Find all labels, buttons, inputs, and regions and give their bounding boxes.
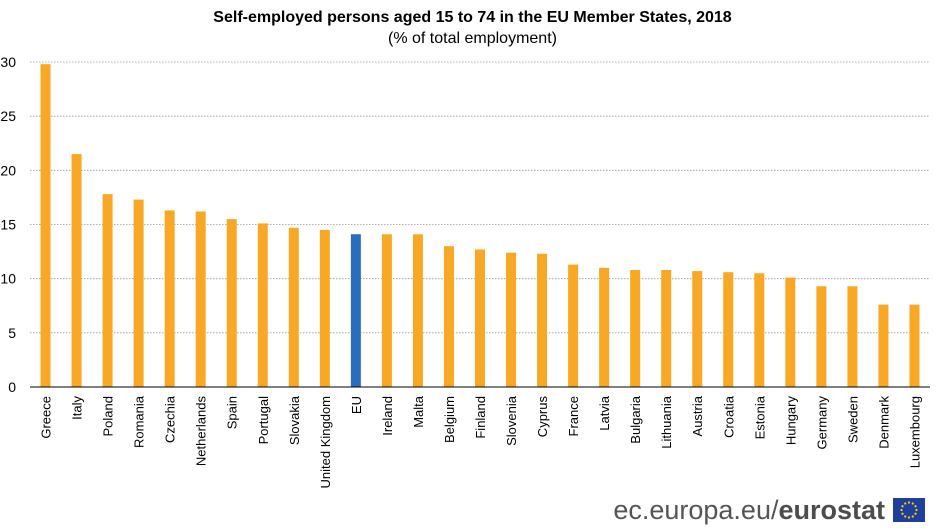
x-category-label: Finland <box>473 396 488 439</box>
y-tick-label: 15 <box>0 217 16 233</box>
bar-malta <box>412 234 423 387</box>
x-category-label: Greece <box>39 396 54 439</box>
flag-star <box>914 512 917 515</box>
flag-star <box>901 512 904 515</box>
flag-star <box>911 502 914 505</box>
flag-star <box>907 501 911 504</box>
bar-czechia <box>164 210 175 387</box>
x-category-label: France <box>566 396 581 436</box>
y-tick-label: 30 <box>0 54 16 70</box>
y-tick-label: 0 <box>8 379 16 395</box>
x-category-label: Luxembourg <box>907 396 922 468</box>
eurostat-footer: ec.europa.eu/eurostat <box>613 494 885 526</box>
x-category-label: Slovenia <box>504 395 519 446</box>
y-tick-label: 25 <box>0 108 16 124</box>
y-tick-label: 10 <box>0 271 16 287</box>
x-category-label: Hungary <box>783 396 798 446</box>
chart-title: Self-employed persons aged 15 to 74 in t… <box>213 9 732 26</box>
footer-brand: eurostat <box>778 495 885 525</box>
x-category-label: Portugal <box>256 396 271 445</box>
bar-slovenia <box>506 252 517 387</box>
flag-star <box>911 515 914 518</box>
bar-bulgaria <box>630 270 641 387</box>
flag-star <box>904 515 907 518</box>
x-category-label: Poland <box>101 396 116 436</box>
bar-poland <box>102 194 113 387</box>
bar-germany <box>816 286 827 387</box>
bar-latvia <box>599 267 610 387</box>
bar-greece <box>40 64 51 388</box>
x-category-label: Romania <box>132 395 147 448</box>
bar-croatia <box>723 272 734 387</box>
bar-slovakia <box>288 227 299 387</box>
bar-cyprus <box>537 253 548 387</box>
x-category-label: Ireland <box>380 396 395 436</box>
y-axis-tick-labels: 0 5 10 15 20 25 30 <box>0 54 16 395</box>
x-axis-category-labels: Greece Italy Poland Romania Czechia Netherlan… <box>39 395 923 488</box>
x-category-label: Italy <box>70 396 85 420</box>
flag-star <box>901 505 904 508</box>
x-category-label: Latvia <box>597 395 612 430</box>
bar-austria <box>692 271 703 387</box>
chart-subtitle: (% of total employment) <box>388 30 557 47</box>
bar-united-kingdom <box>319 229 330 387</box>
bar-chart: 0 5 10 15 20 25 30 Greece Italy Poland Romania Cze… <box>0 54 930 489</box>
x-category-label: Lithuania <box>659 395 674 449</box>
flag-star <box>900 508 903 512</box>
x-category-label: Croatia <box>721 395 736 438</box>
bar-italy <box>71 154 82 387</box>
bar-finland <box>475 249 485 387</box>
footer-url: ec.europa.eu/ <box>613 495 779 525</box>
x-category-label: United Kingdom <box>318 396 333 489</box>
bar-ireland <box>381 234 392 387</box>
y-tick-label: 20 <box>0 162 16 178</box>
x-category-label: Belgium <box>442 396 457 443</box>
bar-portugal <box>257 223 268 387</box>
flag-star <box>915 508 918 512</box>
bar-belgium <box>443 246 454 387</box>
x-category-label: Sweden <box>845 396 860 443</box>
bar-hungary <box>785 277 796 387</box>
x-category-label: Netherlands <box>194 396 209 467</box>
x-category-label: Germany <box>814 396 829 450</box>
flag-star <box>907 516 911 519</box>
x-category-label: Denmark <box>876 396 891 449</box>
bar-denmark <box>878 304 889 387</box>
bar-romania <box>133 199 144 387</box>
bar-eu <box>350 234 361 387</box>
x-category-label: Slovakia <box>287 395 302 445</box>
bar-netherlands <box>195 211 206 387</box>
x-category-label: EU <box>349 396 364 414</box>
bar-spain <box>226 219 237 387</box>
bars <box>40 64 920 388</box>
x-category-label: Cyprus <box>535 396 550 438</box>
bar-luxembourg <box>909 304 920 387</box>
x-category-label: Czechia <box>163 395 178 443</box>
eu-flag-icon <box>893 498 925 522</box>
x-category-label: Austria <box>690 395 705 436</box>
x-category-label: Spain <box>225 396 240 429</box>
flag-star <box>904 502 907 505</box>
x-category-label: Bulgaria <box>628 395 643 443</box>
bar-estonia <box>754 273 765 387</box>
bar-sweden <box>847 286 858 387</box>
bar-lithuania <box>661 270 672 387</box>
bar-france <box>568 264 579 387</box>
x-category-label: Malta <box>411 395 426 428</box>
y-tick-label: 5 <box>8 325 16 341</box>
flag-star <box>914 505 917 508</box>
x-category-label: Estonia <box>752 395 767 439</box>
